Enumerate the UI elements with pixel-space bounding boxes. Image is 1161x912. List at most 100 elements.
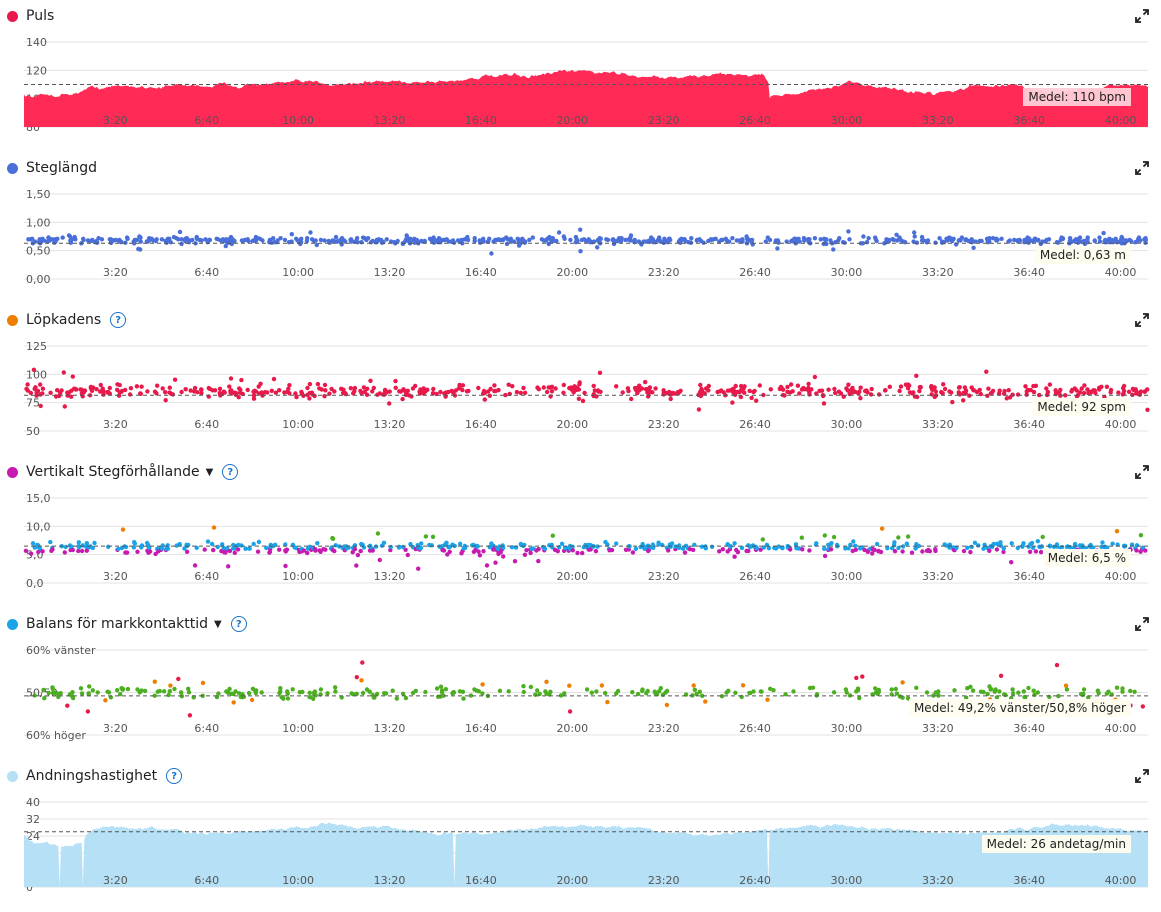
- expand-icon[interactable]: [1135, 9, 1149, 23]
- data-point: [355, 552, 361, 558]
- data-point: [183, 387, 188, 392]
- data-point: [227, 384, 232, 389]
- data-point: [1145, 407, 1150, 412]
- data-point: [831, 247, 836, 252]
- data-point: [549, 389, 555, 394]
- help-icon[interactable]: ?: [110, 312, 127, 328]
- data-point: [1126, 389, 1132, 394]
- data-point: [828, 547, 834, 552]
- data-point: [145, 389, 150, 394]
- data-point: [73, 387, 79, 392]
- panel-title: Puls: [7, 6, 54, 26]
- data-point: [680, 546, 686, 551]
- data-point: [831, 534, 837, 540]
- data-point: [843, 546, 848, 551]
- data-point: [739, 545, 745, 551]
- data-point: [846, 382, 851, 387]
- data-point: [703, 546, 708, 551]
- data-point: [33, 385, 38, 390]
- data-point: [128, 386, 134, 391]
- data-point: [1081, 691, 1086, 696]
- x-tick-label: 30:00: [831, 114, 863, 127]
- data-point: [858, 385, 863, 390]
- data-point: [780, 387, 786, 392]
- expand-icon[interactable]: [1135, 465, 1149, 479]
- data-point: [909, 550, 915, 555]
- help-icon[interactable]: ?: [166, 768, 183, 784]
- data-point: [313, 693, 318, 698]
- metric-dropdown-caret-icon[interactable]: ▼: [214, 618, 222, 630]
- data-point: [318, 687, 324, 692]
- data-point: [522, 239, 528, 244]
- data-point: [528, 684, 534, 690]
- data-point: [31, 367, 37, 372]
- data-point: [894, 691, 900, 696]
- data-point: [628, 233, 634, 238]
- data-point: [997, 388, 1002, 393]
- data-point: [541, 385, 546, 390]
- data-point: [1033, 383, 1039, 388]
- data-point: [59, 388, 64, 393]
- data-point: [1028, 387, 1033, 393]
- x-tick-label: 6:40: [194, 266, 219, 279]
- data-point: [48, 390, 53, 395]
- data-point: [598, 389, 603, 394]
- x-tick-label: 23:20: [648, 266, 680, 279]
- data-point: [50, 547, 55, 552]
- data-point: [159, 237, 165, 242]
- data-point: [961, 398, 966, 403]
- x-tick-label: 33:20: [922, 266, 954, 279]
- data-point: [1101, 230, 1106, 236]
- data-point: [62, 404, 67, 409]
- data-point: [658, 686, 663, 691]
- metric-dropdown-caret-icon[interactable]: ▼: [205, 466, 214, 478]
- data-point: [403, 695, 409, 701]
- data-point: [224, 546, 230, 551]
- data-point: [749, 395, 754, 401]
- expand-icon[interactable]: [1135, 769, 1149, 783]
- data-point: [413, 688, 418, 694]
- data-point: [929, 383, 934, 389]
- x-tick-label: 20:00: [556, 418, 588, 431]
- data-point: [1063, 683, 1069, 688]
- data-point: [281, 696, 286, 701]
- data-point: [152, 679, 157, 684]
- data-point: [86, 692, 91, 697]
- data-point: [1060, 236, 1066, 241]
- data-point: [1097, 239, 1103, 244]
- data-point: [377, 557, 382, 563]
- data-point: [821, 401, 827, 406]
- x-tick-label: 23:20: [648, 570, 680, 583]
- x-tick-label: 30:00: [831, 266, 863, 279]
- expand-icon[interactable]: [1135, 313, 1149, 327]
- data-point: [351, 692, 356, 697]
- data-point: [521, 689, 526, 695]
- data-point: [728, 544, 733, 549]
- data-point: [1016, 690, 1021, 695]
- data-point: [1081, 390, 1087, 396]
- chart-plot: 1,50 1,00 0,50 0,00 3:20 6:40 10:00 13:20 16:40 2…: [24, 188, 1149, 286]
- data-point: [172, 377, 178, 382]
- data-point: [70, 690, 75, 695]
- data-point: [423, 534, 429, 539]
- data-point: [971, 245, 976, 250]
- data-point: [1038, 549, 1044, 555]
- data-point: [476, 385, 481, 391]
- data-point: [522, 552, 528, 557]
- help-icon[interactable]: ?: [222, 464, 239, 480]
- data-point: [694, 691, 699, 697]
- data-point: [307, 690, 312, 695]
- data-point: [706, 383, 711, 389]
- data-point: [481, 239, 486, 244]
- data-point: [865, 390, 870, 395]
- data-point: [188, 388, 193, 393]
- data-point: [911, 390, 916, 395]
- help-icon[interactable]: ?: [230, 616, 247, 632]
- expand-icon[interactable]: [1135, 161, 1149, 175]
- data-point: [78, 686, 84, 691]
- data-point: [207, 237, 213, 243]
- expand-icon[interactable]: [1135, 617, 1149, 631]
- data-point: [330, 536, 336, 541]
- average-label: Medel: 26 andetag/min: [981, 834, 1131, 853]
